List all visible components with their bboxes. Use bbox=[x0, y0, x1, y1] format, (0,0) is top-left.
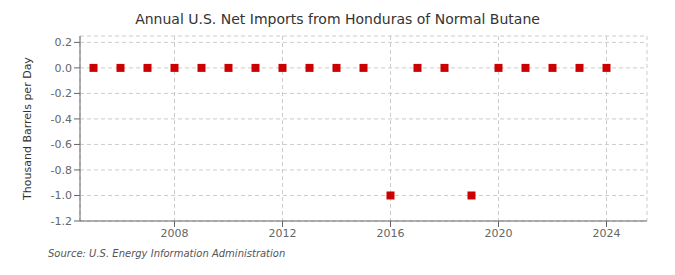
svg-text:-0.4: -0.4 bbox=[51, 113, 72, 126]
svg-text:2016: 2016 bbox=[377, 227, 405, 240]
svg-text:2024: 2024 bbox=[593, 227, 621, 240]
svg-text:-0.6: -0.6 bbox=[51, 138, 72, 151]
svg-text:-1.0: -1.0 bbox=[51, 189, 72, 202]
svg-text:-0.2: -0.2 bbox=[51, 87, 72, 100]
html-text:Source: U.S. Energy Informatio: Source: U.S. Energy Information Administ… bbox=[48, 248, 286, 259]
svg-text:Thousand Barrels per Day: Thousand Barrels per Day bbox=[21, 57, 34, 201]
svg-text:2020: 2020 bbox=[485, 227, 513, 240]
svg-text:-0.8: -0.8 bbox=[51, 164, 72, 177]
html-text:Annual U.S. Net Imports from H: Annual U.S. Net Imports from Honduras of… bbox=[135, 11, 540, 27]
svg-text:-1.2: -1.2 bbox=[51, 215, 72, 228]
svg-text:0.0: 0.0 bbox=[55, 62, 73, 75]
svg-text:2008: 2008 bbox=[161, 227, 189, 240]
svg-text:0.2: 0.2 bbox=[55, 36, 73, 49]
svg-text:2012: 2012 bbox=[269, 227, 297, 240]
